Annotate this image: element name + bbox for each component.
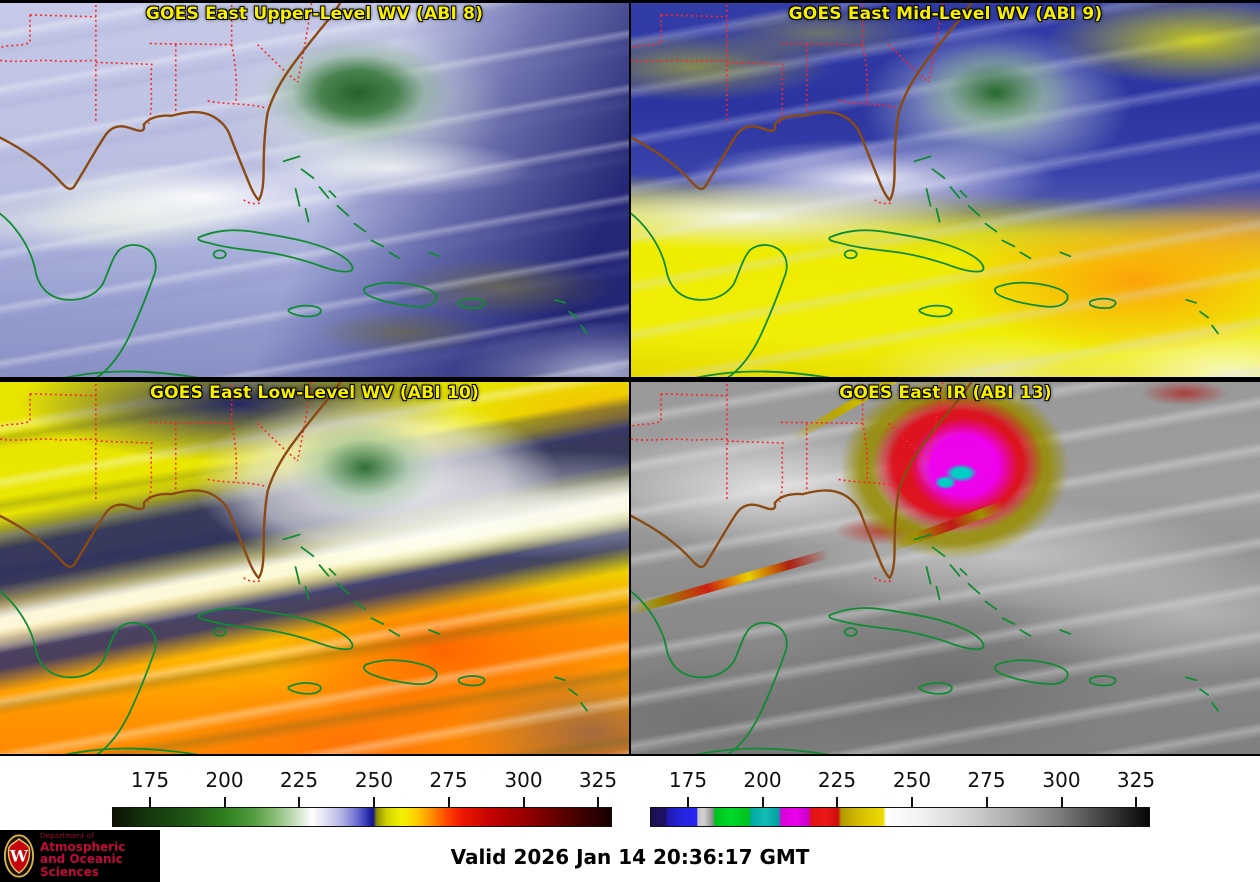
colorbar-tick-label: 200 [205, 768, 244, 792]
panel-title-low-level-wv: GOES East Low-Level WV (ABI 10) [149, 383, 479, 403]
colorbar-tick-label: 250 [354, 768, 394, 792]
valid-timestamp: Valid 2026 Jan 14 20:36:17 GMT [450, 845, 810, 869]
ir-colorbar: 175 200 225 250 275 300 325 [650, 756, 1155, 830]
colorbar-tick [373, 797, 375, 807]
colorbar-tick [836, 797, 838, 807]
colorbar-tick [1135, 797, 1137, 807]
colorbar-tick-label: 250 [892, 768, 932, 792]
map-overlay [0, 3, 589, 377]
colorbar-tick-label: 300 [504, 768, 543, 792]
panel-title-upper-level-wv: GOES East Upper-Level WV (ABI 8) [145, 4, 484, 24]
colorbar-tick-label: 325 [1116, 768, 1156, 792]
panel-title-mid-level-wv: GOES East Mid-Level WV (ABI 9) [788, 4, 1103, 24]
logo-name-line1: Atmospheric [40, 839, 126, 854]
colorbar-tick [985, 797, 988, 807]
uw-aos-logo: W Department of Atmospheric and Oceanic … [0, 830, 160, 882]
logo-text: Department of Atmospheric and Oceanic Sc… [40, 832, 160, 879]
wv-colorbar-gradient [112, 807, 612, 827]
colorbar-tick [761, 797, 764, 807]
colorbar-tick-label: 175 [668, 768, 708, 792]
colorbar-tick [911, 797, 913, 807]
satellite-quad-grid: GOES East Upper-Level WV (ABI 8) GOES Ea… [0, 0, 1260, 756]
panel-upper-level-wv: GOES East Upper-Level WV (ABI 8) [0, 0, 629, 377]
map-overlay [631, 382, 1220, 754]
colorbar-legend-row: 175 200 225 250 275 300 325 175 200 225 250 275 300… [0, 756, 1260, 830]
colorbar-tick [1060, 797, 1063, 807]
logo-name-line2: and Oceanic Sciences [40, 852, 123, 879]
ir-colorbar-ticks [650, 797, 1150, 807]
map-overlay [631, 3, 1220, 377]
panel-mid-level-wv: GOES East Mid-Level WV (ABI 9) [631, 0, 1260, 377]
logo-dept-label: Department of [40, 832, 94, 841]
panel-ir: GOES East IR (ABI 13) [631, 379, 1260, 756]
colorbar-tick-label: 200 [743, 768, 782, 792]
wv-colorbar: 175 200 225 250 275 300 325 [112, 756, 617, 830]
colorbar-tick [687, 797, 689, 807]
colorbar-tick-label: 225 [279, 768, 319, 792]
colorbar-tick-label: 300 [1042, 768, 1081, 792]
panel-low-level-wv: GOES East Low-Level WV (ABI 10) [0, 379, 629, 756]
colorbar-tick [298, 797, 300, 807]
wv-colorbar-ticks [112, 797, 612, 807]
crest-monogram: W [9, 847, 29, 866]
ir-colorbar-gradient [650, 807, 1150, 827]
map-overlay [0, 382, 589, 754]
colorbar-tick-label: 175 [130, 768, 170, 792]
colorbar-tick [522, 797, 525, 807]
wv-colorbar-labels: 175 200 225 250 275 300 325 [112, 768, 617, 792]
uw-crest-icon: W [3, 834, 35, 878]
footer: W Department of Atmospheric and Oceanic … [0, 830, 1260, 882]
panel-title-ir: GOES East IR (ABI 13) [839, 383, 1052, 403]
colorbar-tick [597, 797, 599, 807]
colorbar-tick [223, 797, 226, 807]
colorbar-tick-label: 275 [429, 768, 468, 792]
ir-colorbar-labels: 175 200 225 250 275 300 325 [650, 768, 1155, 792]
colorbar-tick [149, 797, 151, 807]
colorbar-tick-label: 325 [578, 768, 618, 792]
colorbar-tick [447, 797, 450, 807]
colorbar-tick-label: 225 [817, 768, 857, 792]
colorbar-tick-label: 275 [967, 768, 1006, 792]
